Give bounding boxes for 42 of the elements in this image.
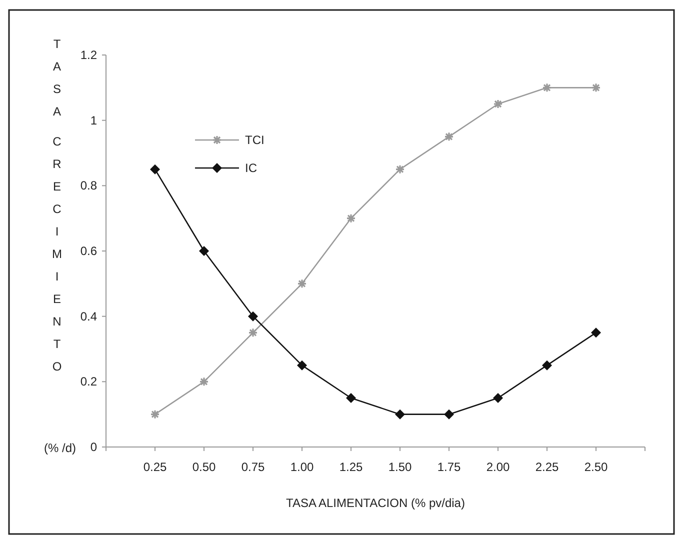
y-tick-label: 1.2	[80, 48, 98, 62]
x-tick-label: 1.00	[290, 460, 314, 474]
text: (% /d)	[44, 441, 76, 455]
y-tick-label: 0.8	[80, 178, 98, 193]
point	[297, 278, 307, 288]
x-tick-label: 0.50	[192, 460, 216, 474]
point	[248, 311, 258, 322]
point	[297, 360, 307, 370]
point	[542, 360, 552, 370]
x-axis-title: TASA ALIMENTACION (% pv/dia)	[286, 496, 465, 510]
x-tick-label: 2.00	[486, 460, 510, 474]
point	[150, 164, 160, 174]
point	[248, 328, 258, 338]
point	[199, 246, 209, 256]
legend-label: TCI	[245, 133, 264, 147]
point	[444, 409, 454, 420]
x-tick-label: 1.75	[437, 460, 461, 474]
point	[542, 82, 552, 92]
point	[346, 214, 356, 224]
point	[346, 393, 356, 403]
point	[150, 410, 160, 420]
y-tick-label: 1	[90, 113, 98, 128]
point	[199, 376, 209, 386]
x-tick-label: 1.25	[339, 460, 363, 474]
legend-label: IC	[245, 161, 258, 175]
x-tick-label: 2.50	[584, 460, 608, 474]
x-tick-label: 1.50	[388, 460, 412, 474]
x-tick-label: 2.25	[535, 460, 559, 474]
point	[493, 99, 503, 109]
point	[395, 409, 405, 420]
x-tick-label: 0.25	[143, 460, 167, 474]
text: TASA CRECIMIENTO	[52, 37, 62, 374]
y-tick-label: 0.2	[80, 374, 98, 389]
point	[395, 164, 405, 174]
y-tick-label: 0.6	[80, 244, 98, 258]
y-tick-label: 0.4	[80, 309, 98, 324]
point	[493, 393, 503, 403]
y-tick-label: 0	[90, 440, 98, 454]
point	[591, 328, 601, 338]
x-tick-label: 0.75	[241, 460, 265, 474]
point	[591, 82, 601, 92]
point	[444, 132, 454, 142]
